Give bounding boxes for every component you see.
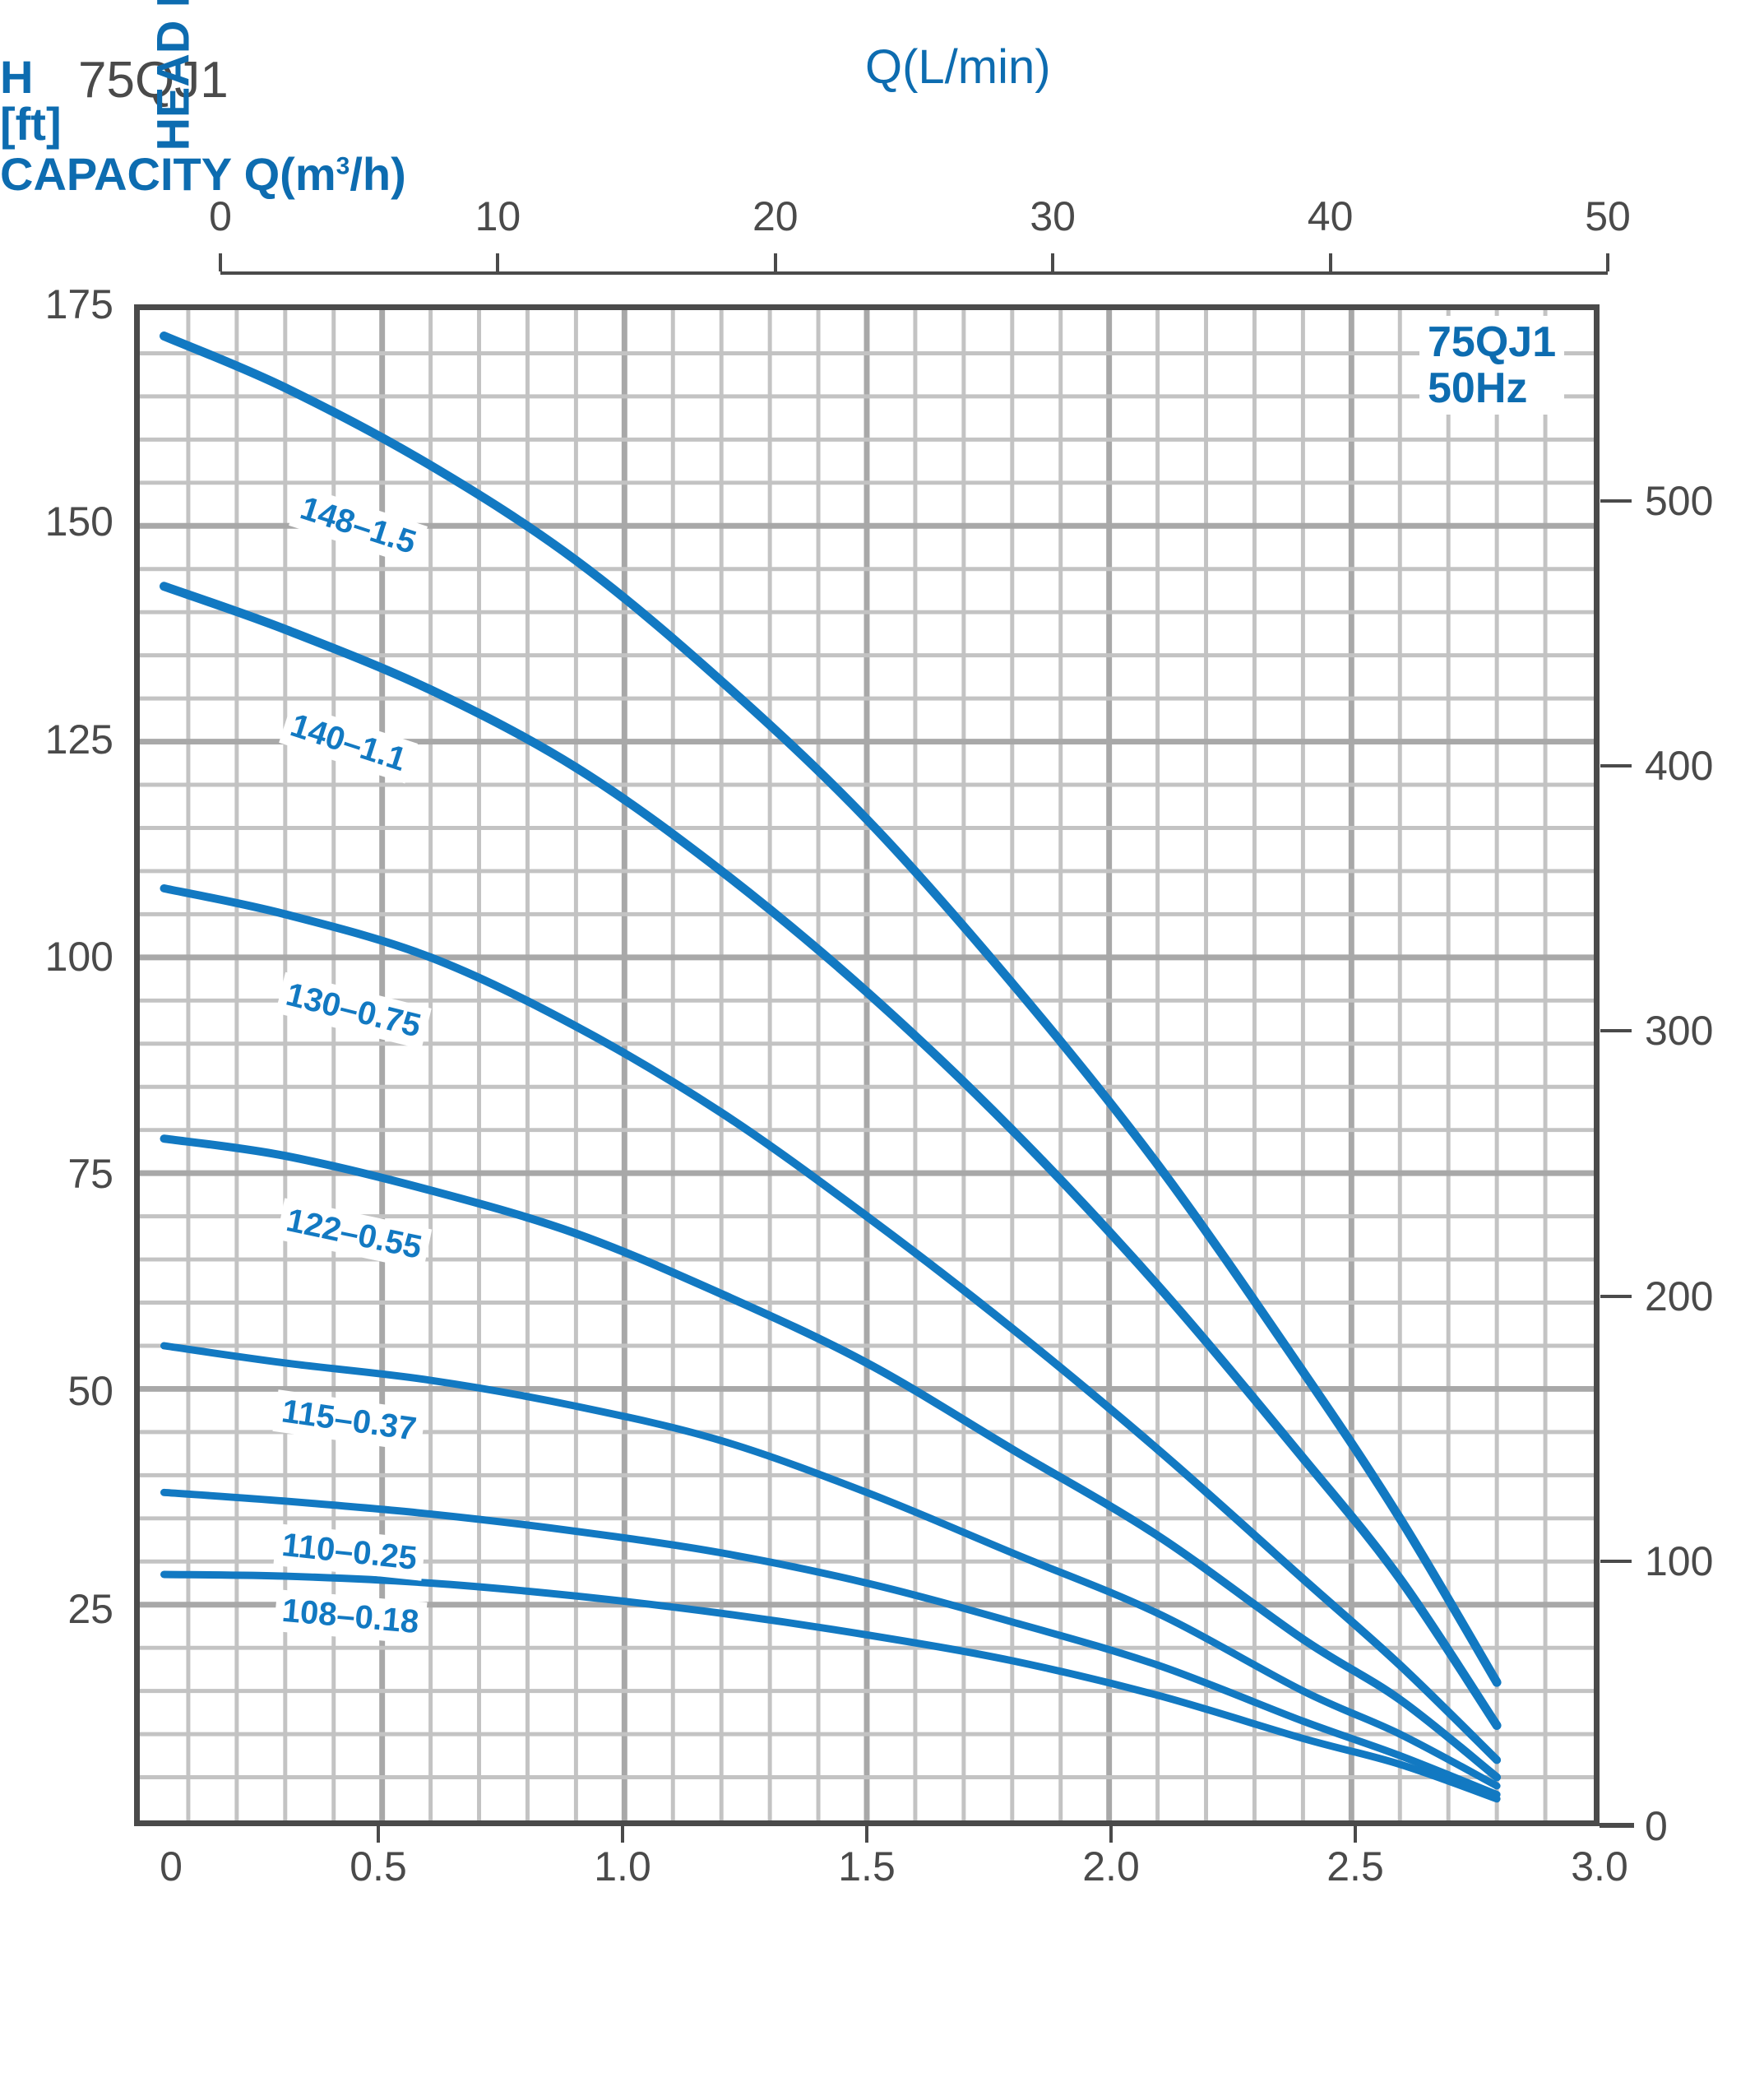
left-axis-tick-label: 175 xyxy=(44,281,113,327)
bottom-axis-tick-label: 3.0 xyxy=(1571,1843,1628,1890)
right-axis-tick-label: 500 xyxy=(1645,477,1714,524)
bottom-axis-label-sup: 3 xyxy=(336,152,350,180)
top-axis-tick xyxy=(1606,253,1609,271)
right-axis-tick-label: 300 xyxy=(1645,1008,1714,1055)
top-axis xyxy=(220,271,1608,275)
bottom-axis-tick-label: 2.0 xyxy=(1082,1843,1140,1890)
curve-130-0.75 xyxy=(160,883,1502,1764)
left-axis-tick-label: 25 xyxy=(67,1585,113,1632)
bottom-axis-tick-label: 1.0 xyxy=(594,1843,651,1890)
top-axis-label: Q(L/min) xyxy=(865,40,1051,94)
right-axis-label-line1: H xyxy=(0,51,34,103)
bottom-axis-tick xyxy=(865,1826,868,1843)
top-axis-tick-label: 30 xyxy=(1030,193,1076,239)
performance-curves xyxy=(160,332,1502,1803)
bottom-axis-label-prefix: CAPACITY Q(m xyxy=(0,148,336,201)
bottom-axis-tick-label: 0.5 xyxy=(350,1843,407,1890)
right-axis-label: H [ft] xyxy=(0,53,1764,147)
curve-115-0.37 xyxy=(160,1342,1501,1790)
right-axis-tick xyxy=(1600,1294,1632,1298)
right-axis-tick-label: 100 xyxy=(1645,1537,1714,1584)
bottom-axis-label: CAPACITY Q(m3/h) xyxy=(0,147,1764,201)
left-axis-tick-label: 100 xyxy=(44,933,113,980)
left-axis-tick-label: 125 xyxy=(44,716,113,763)
right-axis-tick xyxy=(1600,764,1632,768)
legend-frequency: 50Hz xyxy=(1428,364,1528,413)
top-axis-tick-label: 20 xyxy=(752,193,799,239)
top-axis-tick-label: 10 xyxy=(475,193,521,239)
bottom-axis-label-suffix: /h) xyxy=(350,148,406,201)
top-axis-tick xyxy=(1328,253,1332,271)
right-axis-tick-label: 200 xyxy=(1645,1273,1714,1319)
curve-148-1.5 xyxy=(160,332,1502,1687)
top-axis-tick xyxy=(1051,253,1055,271)
left-axis-tick-label: 150 xyxy=(44,498,113,545)
right-axis-tick-label: 400 xyxy=(1645,743,1714,790)
chart-legend: 75QJ1 50Hz xyxy=(1419,316,1565,415)
left-axis-tick-label: 75 xyxy=(67,1151,113,1198)
top-axis-tick xyxy=(219,253,222,271)
bottom-axis-tick xyxy=(1354,1826,1357,1843)
left-axis-tick-label: 50 xyxy=(67,1368,113,1415)
top-axis-tick-label: 0 xyxy=(209,193,232,239)
curve-122-0.55 xyxy=(160,1134,1502,1782)
curve-108-0.18 xyxy=(160,1570,1501,1803)
legend-model: 75QJ1 xyxy=(1428,318,1557,366)
left-axis-label: HEAD H(m) xyxy=(146,0,199,151)
right-axis-tick xyxy=(1600,1559,1632,1563)
page-title: 75QJ1 xyxy=(78,52,229,109)
bottom-axis-tick xyxy=(1109,1826,1113,1843)
bottom-right-axis-stub xyxy=(1600,1823,1634,1828)
right-axis-tick xyxy=(1600,498,1632,503)
bottom-axis-tick-label: 2.5 xyxy=(1326,1843,1384,1890)
bottom-axis-tick-label: 1.5 xyxy=(838,1843,896,1890)
top-axis-tick-label: 50 xyxy=(1585,193,1631,239)
top-axis-tick xyxy=(496,253,500,271)
top-axis-tick-label: 40 xyxy=(1307,193,1354,239)
top-axis-tick xyxy=(773,253,777,271)
right-axis-tick xyxy=(1600,1029,1632,1033)
bottom-axis-tick-label: 0 xyxy=(160,1843,183,1890)
right-axis-tick-label: 0 xyxy=(1645,1803,1668,1849)
bottom-axis-tick xyxy=(377,1826,380,1843)
right-axis-label-line2: [ft] xyxy=(0,98,62,151)
bottom-axis-tick xyxy=(621,1826,624,1843)
curve-110-0.25 xyxy=(160,1488,1501,1799)
curve-140-1.1 xyxy=(160,582,1502,1731)
